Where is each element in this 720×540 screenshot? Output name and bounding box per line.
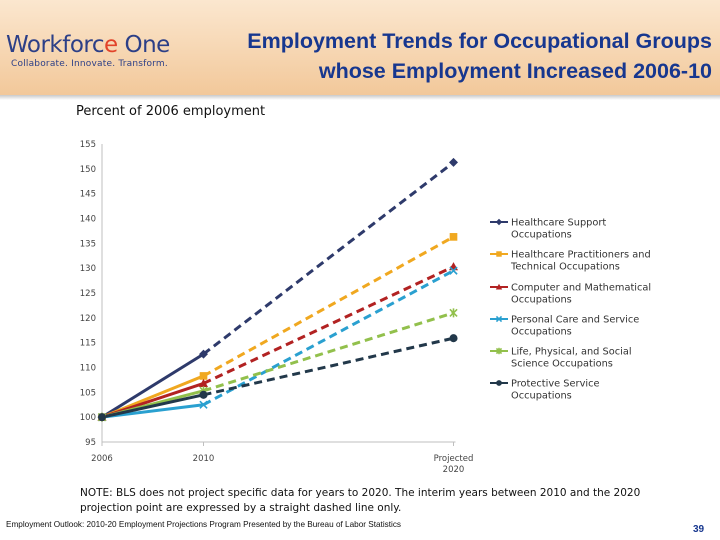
legend-label: Occupations bbox=[511, 391, 572, 402]
y-tick-label: 110 bbox=[80, 364, 96, 374]
series-5-line-dashed bbox=[203, 311, 454, 393]
x-tick-label: 2020 bbox=[443, 465, 465, 475]
title-line-1: Employment Trends for Occupational Group… bbox=[247, 29, 712, 53]
series-4-line-solid bbox=[101, 403, 204, 419]
legend-label: Occupations bbox=[511, 327, 572, 338]
series-3-point bbox=[449, 262, 458, 271]
series-6-point bbox=[97, 413, 107, 422]
series-1-line-solid bbox=[101, 352, 205, 419]
x-marker-stroke bbox=[199, 400, 208, 409]
title-line-2: whose Employment Increased 2006-10 bbox=[318, 59, 712, 83]
series-6-point bbox=[449, 334, 458, 343]
series-2-point bbox=[199, 372, 208, 380]
series-3-line-dashed bbox=[202, 265, 455, 385]
y-axis-caption: Percent of 2006 employment bbox=[76, 104, 266, 119]
legend-label: Technical Occupations bbox=[510, 262, 620, 273]
y-tick-label: 105 bbox=[80, 388, 96, 398]
header-banner bbox=[0, 0, 720, 95]
legend-label: Science Occupations bbox=[511, 359, 613, 370]
legend-label: Occupations bbox=[511, 295, 572, 306]
series-3-point bbox=[199, 378, 208, 387]
y-tick-label: 140 bbox=[80, 215, 96, 225]
page-number: 39 bbox=[693, 524, 705, 535]
x-tick-label: Projected bbox=[434, 454, 474, 464]
series-4-point bbox=[199, 400, 208, 409]
series-4-line-dashed bbox=[202, 269, 455, 407]
legend-marker bbox=[495, 218, 503, 226]
y-tick-label: 130 bbox=[80, 264, 96, 274]
x-tick-label: 2006 bbox=[91, 454, 113, 464]
x-marker-stroke bbox=[495, 315, 503, 323]
series-6-line-solid bbox=[101, 393, 204, 419]
y-tick-label: 135 bbox=[80, 239, 96, 249]
chart-note: NOTE: BLS does not project specific data… bbox=[80, 487, 641, 514]
legend-marker bbox=[495, 283, 503, 290]
series-1-line-dashed bbox=[202, 161, 455, 356]
x-marker-stroke bbox=[449, 266, 458, 275]
y-tick-label: 125 bbox=[80, 289, 96, 299]
x-tick-label: 2010 bbox=[193, 454, 215, 464]
y-tick-label: 145 bbox=[80, 190, 96, 200]
series-2-line-dashed bbox=[202, 235, 455, 378]
y-tick-label: 150 bbox=[80, 165, 96, 175]
header-divider bbox=[0, 95, 720, 100]
legend-label: Computer and Mathematical bbox=[511, 283, 651, 294]
legend-label: Protective Service bbox=[511, 379, 600, 390]
series-4-point bbox=[449, 266, 458, 275]
legend-label: Personal Care and Service bbox=[511, 315, 639, 326]
series-5-point bbox=[449, 308, 458, 318]
logo-wordmark: Workforce One bbox=[6, 32, 170, 58]
y-tick-label: 155 bbox=[80, 140, 96, 150]
y-tick-label: 120 bbox=[80, 314, 96, 324]
legend-label: Healthcare Practitioners and bbox=[511, 250, 651, 261]
legend-label: Occupations bbox=[511, 230, 572, 241]
legend-marker bbox=[496, 380, 502, 386]
series-6-line-dashed bbox=[203, 336, 454, 397]
y-tick-label: 115 bbox=[80, 339, 96, 349]
logo-tagline: Collaborate. Innovate. Transform. bbox=[11, 59, 168, 69]
y-tick-label: 100 bbox=[80, 413, 96, 423]
legend-label: Healthcare Support bbox=[511, 218, 606, 229]
slide-title: Employment Trends for Occupational Group… bbox=[186, 26, 712, 86]
workforce-one-logo: Workforce One Collaborate. Innovate. Tra… bbox=[6, 32, 170, 69]
series-1-point bbox=[199, 349, 208, 359]
source-footer: Employment Outlook: 2010-20 Employment P… bbox=[6, 520, 402, 529]
y-tick-label: 95 bbox=[85, 438, 96, 448]
legend-marker bbox=[496, 251, 502, 257]
legend-label: Life, Physical, and Social bbox=[511, 347, 632, 358]
series-2-point bbox=[449, 233, 458, 241]
legend-marker bbox=[495, 315, 503, 323]
series-6-point bbox=[199, 390, 208, 399]
legend-marker bbox=[495, 347, 503, 355]
series-1-point bbox=[449, 157, 458, 167]
